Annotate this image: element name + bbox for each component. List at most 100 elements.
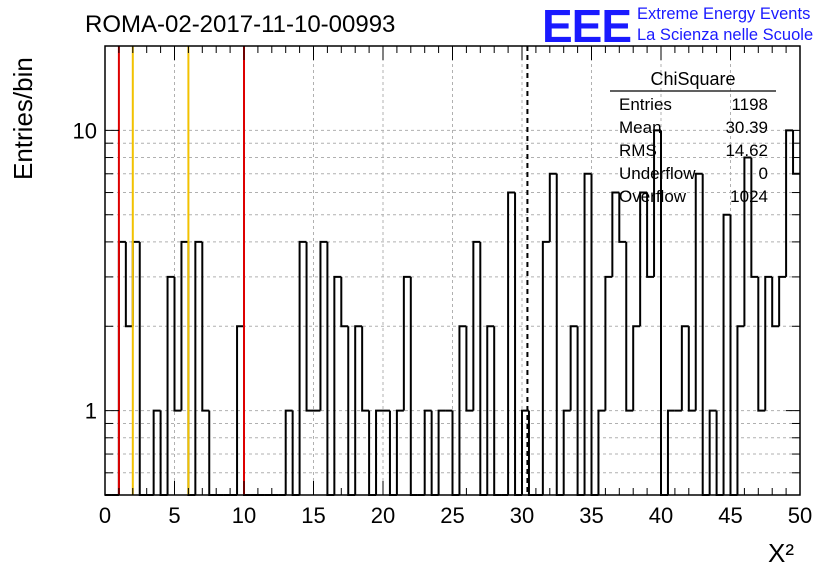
histogram-bin xyxy=(152,409,161,495)
histogram-bin xyxy=(284,409,293,495)
stats-label-mean: Mean xyxy=(619,118,662,137)
histogram-bin xyxy=(124,241,133,328)
stats-title: ChiSquare xyxy=(650,69,735,89)
histogram-bin xyxy=(319,240,328,411)
histogram-bin xyxy=(507,191,516,495)
stats-value-rms: 14.62 xyxy=(725,141,768,160)
histogram-bin xyxy=(618,192,627,243)
stats-label-rms: RMS xyxy=(619,141,657,160)
x-tick-label: 10 xyxy=(232,503,256,528)
logo-line2: La Scienza nelle Scuole xyxy=(637,26,813,44)
histogram-bin xyxy=(680,325,689,411)
tick-labels: 0 5 10 15 20 25 30 35 40 45 50 1 10 xyxy=(73,118,813,528)
histogram-bin xyxy=(708,409,717,495)
histogram-bin xyxy=(778,275,787,327)
histogram-bin xyxy=(117,240,126,495)
histogram-bin xyxy=(694,172,703,411)
x-tick-label: 45 xyxy=(718,503,742,528)
histogram-bin xyxy=(187,241,196,496)
histogram-bin xyxy=(486,325,495,495)
histogram-bin xyxy=(194,240,203,495)
histogram-bin xyxy=(326,241,335,496)
histogram-bin xyxy=(764,275,773,411)
histogram-bin xyxy=(375,409,383,495)
histogram-bin xyxy=(395,409,404,495)
histogram-bin xyxy=(653,129,661,277)
y-axis-title: Entries/bin xyxy=(8,57,38,180)
histogram-bin xyxy=(611,191,620,277)
histogram-bin xyxy=(750,157,759,278)
histogram-bin xyxy=(771,276,780,328)
stats-value-mean: 30.39 xyxy=(725,118,768,137)
histogram-bin xyxy=(402,275,411,411)
histogram-bin xyxy=(583,172,592,495)
stats-box: ChiSquare Entries 1198 Mean 30.39 RMS 14… xyxy=(610,69,776,206)
histogram-bin xyxy=(472,240,481,411)
histogram-bin xyxy=(361,326,370,412)
histogram-bin xyxy=(722,213,731,495)
histogram-bin xyxy=(625,241,634,412)
histogram-bin xyxy=(785,129,794,277)
histogram-bin xyxy=(541,240,550,495)
histogram-bin xyxy=(305,241,314,412)
histogram-bin xyxy=(138,241,147,496)
grid-lines xyxy=(105,46,800,495)
histogram-bin xyxy=(333,275,342,495)
histogram-bin xyxy=(743,156,752,327)
histogram-bin xyxy=(340,276,349,328)
x-tick-label: 0 xyxy=(99,503,111,528)
eee-logo: EEE Extreme Energy Events La Scienza nel… xyxy=(542,0,813,52)
histogram-bin xyxy=(514,192,522,496)
histogram-bin xyxy=(562,409,571,495)
histogram-bin xyxy=(409,276,418,496)
histogram-bin xyxy=(646,192,655,278)
y-tick-label: 10 xyxy=(73,118,97,143)
histogram-bin xyxy=(437,409,446,495)
histogram-bin xyxy=(639,191,648,327)
histogram-bin xyxy=(479,241,488,496)
histogram-bin xyxy=(604,275,613,411)
histogram-bin xyxy=(701,173,710,496)
histogram-bin xyxy=(548,172,557,242)
x-tick-label: 30 xyxy=(510,503,534,528)
histogram-bin xyxy=(569,325,578,411)
run-title: ROMA-02-2017-11-10-00993 xyxy=(85,11,395,38)
histogram-bin xyxy=(166,275,175,495)
histogram-bin xyxy=(729,214,738,496)
logo-letters: EEE xyxy=(542,0,631,52)
histogram-bin xyxy=(173,276,182,412)
axis-ticks xyxy=(104,46,801,495)
histogram-bin xyxy=(354,325,363,495)
histogram-bin xyxy=(555,173,564,496)
histogram-bin xyxy=(236,325,244,495)
histogram-bin xyxy=(757,276,766,412)
x-tick-label: 35 xyxy=(579,503,603,528)
x-tick-label: 20 xyxy=(371,503,395,528)
histogram-bin xyxy=(736,325,745,495)
histogram-bin xyxy=(298,240,307,495)
histogram-bin xyxy=(666,409,675,495)
x-tick-label: 50 xyxy=(788,503,812,528)
histogram-bin xyxy=(687,326,696,412)
stats-value-overflow: 1024 xyxy=(730,187,768,206)
histogram-bin xyxy=(180,240,189,411)
histogram-bin xyxy=(792,130,800,175)
histogram-bin xyxy=(590,173,599,496)
histogram-bin xyxy=(131,240,140,327)
x-tick-label: 5 xyxy=(168,503,180,528)
histogram-bin xyxy=(458,325,467,495)
stats-label-underflow: Underflow xyxy=(619,164,696,183)
histogram-bin xyxy=(465,326,474,412)
histogram-bin xyxy=(660,130,668,496)
logo-line1: Extreme Energy Events xyxy=(637,5,810,23)
histogram-bin xyxy=(201,241,210,412)
x-tick-label: 25 xyxy=(440,503,464,528)
histogram-bin xyxy=(423,409,432,495)
stats-label-overflow: Overflow xyxy=(619,187,687,206)
y-tick-label: 1 xyxy=(85,399,97,424)
histogram-bin xyxy=(632,325,641,411)
reference-lines xyxy=(117,46,529,495)
x-axis-title: X² xyxy=(768,538,794,568)
stats-value-entries: 1198 xyxy=(731,95,768,114)
